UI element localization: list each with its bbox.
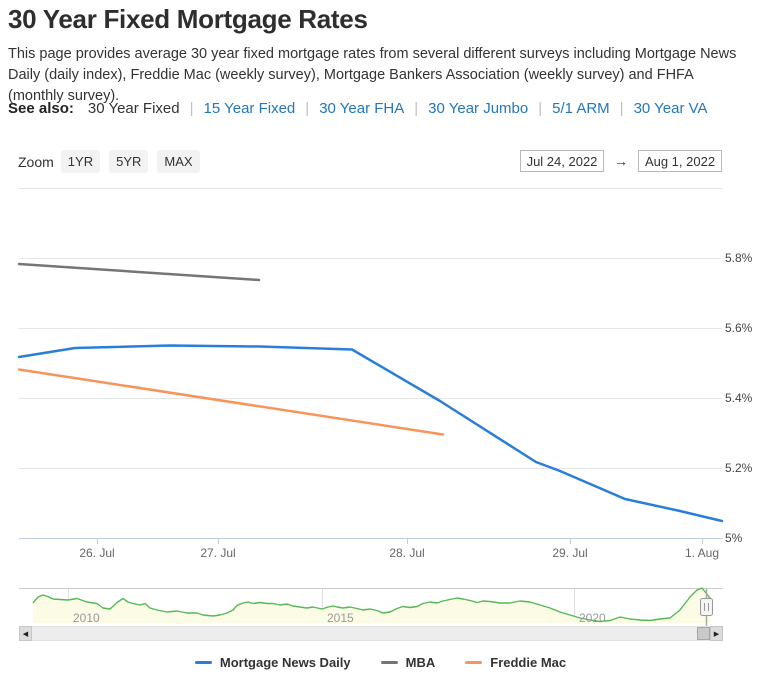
x-tick-label: 26. Jul xyxy=(79,546,114,560)
legend-item-freddie-mac[interactable]: Freddie Mac xyxy=(465,655,566,670)
separator: | xyxy=(305,100,310,117)
scrollbar-right-arrow-icon[interactable]: ▶ xyxy=(710,626,723,641)
legend-label: MBA xyxy=(405,655,436,670)
main-chart-plot-area[interactable]: 5.8% 5.6% 5.4% 5.2% 5% 26. Jul 27. Jul 2… xyxy=(0,182,761,562)
date-to-input[interactable] xyxy=(638,150,722,172)
x-axis-labels: 26. Jul 27. Jul 28. Jul 29. Jul 1. Aug xyxy=(79,546,719,560)
navigator-year-label: 2020 xyxy=(579,611,606,625)
link-5-1-arm[interactable]: 5/1 ARM xyxy=(552,100,610,117)
navigator-year-label: 2010 xyxy=(73,611,100,625)
navigator-range-handle[interactable] xyxy=(700,589,713,628)
y-tick-label: 5.8% xyxy=(725,251,753,265)
chart-toolbar: Zoom 1YR 5YR MAX → xyxy=(0,150,761,176)
legend-line-icon xyxy=(380,661,398,664)
legend-line-icon xyxy=(465,661,483,664)
scrollbar-thumb[interactable] xyxy=(697,627,710,640)
separator: | xyxy=(189,100,194,117)
navigator-series-line xyxy=(32,587,712,623)
y-tick-label: 5.4% xyxy=(725,391,753,405)
navigator[interactable]: 2010 2015 2020 xyxy=(0,582,761,628)
y-gridlines xyxy=(19,188,722,469)
navigator-year-labels: 2010 2015 2020 xyxy=(73,611,606,625)
legend-item-mortgage-news-daily[interactable]: Mortgage News Daily xyxy=(194,655,351,670)
link-30-year-va[interactable]: 30 Year VA xyxy=(633,100,708,117)
x-tick-label: 27. Jul xyxy=(200,546,235,560)
legend-label: Freddie Mac xyxy=(490,655,567,670)
page-title: 30 Year Fixed Mortgage Rates xyxy=(8,4,368,34)
page-description: This page provides average 30 year fixed… xyxy=(8,46,737,104)
link-15-year-fixed[interactable]: 15 Year Fixed xyxy=(203,100,296,117)
scrollbar-left-arrow-icon[interactable]: ◀ xyxy=(19,626,32,641)
legend-item-mba[interactable]: MBA xyxy=(380,655,436,670)
date-range-arrow-icon: → xyxy=(614,153,628,169)
series-freddie-mac-line xyxy=(17,368,445,436)
separator: | xyxy=(619,100,624,117)
zoom-label: Zoom xyxy=(18,153,54,170)
x-tick-label: 1. Aug xyxy=(685,546,719,560)
see-also-current-page: 30 Year Fixed xyxy=(87,100,180,117)
legend-line-icon xyxy=(194,661,212,664)
link-30-year-fha[interactable]: 30 Year FHA xyxy=(319,100,405,117)
separator: | xyxy=(538,100,543,117)
zoom-range-group: Zoom 1YR 5YR MAX xyxy=(18,150,209,173)
y-tick-label: 5% xyxy=(725,531,743,545)
date-from-input[interactable] xyxy=(520,150,604,172)
see-also-nav: See also: 30 Year Fixed | 15 Year Fixed … xyxy=(8,100,708,117)
zoom-1yr-button[interactable]: 1YR xyxy=(60,150,101,173)
see-also-label: See also: xyxy=(8,100,74,117)
y-axis-labels: 5.8% 5.6% 5.4% 5.2% 5% xyxy=(725,251,753,545)
series-mortgage-news-daily-line xyxy=(17,344,724,523)
y-tick-label: 5.2% xyxy=(725,461,753,475)
navigator-scrollbar: ◀ ▶ xyxy=(19,626,723,641)
chart-legend: Mortgage News Daily MBA Freddie Mac xyxy=(0,655,761,670)
zoom-5yr-button[interactable]: 5YR xyxy=(109,150,149,173)
x-tick-label: 29. Jul xyxy=(552,546,587,560)
link-30-year-jumbo[interactable]: 30 Year Jumbo xyxy=(428,100,529,117)
x-tick-label: 28. Jul xyxy=(389,546,424,560)
series-mba-line xyxy=(17,262,261,282)
y-tick-label: 5.6% xyxy=(725,321,753,335)
date-range-group: → xyxy=(520,150,722,172)
separator: | xyxy=(414,100,419,117)
legend-label: Mortgage News Daily xyxy=(219,655,351,670)
navigator-year-label: 2015 xyxy=(327,611,354,625)
scrollbar-track[interactable] xyxy=(32,626,710,641)
x-axis-ticks xyxy=(97,538,703,544)
navigator-area-fill xyxy=(33,588,711,623)
zoom-max-button[interactable]: MAX xyxy=(157,150,200,173)
